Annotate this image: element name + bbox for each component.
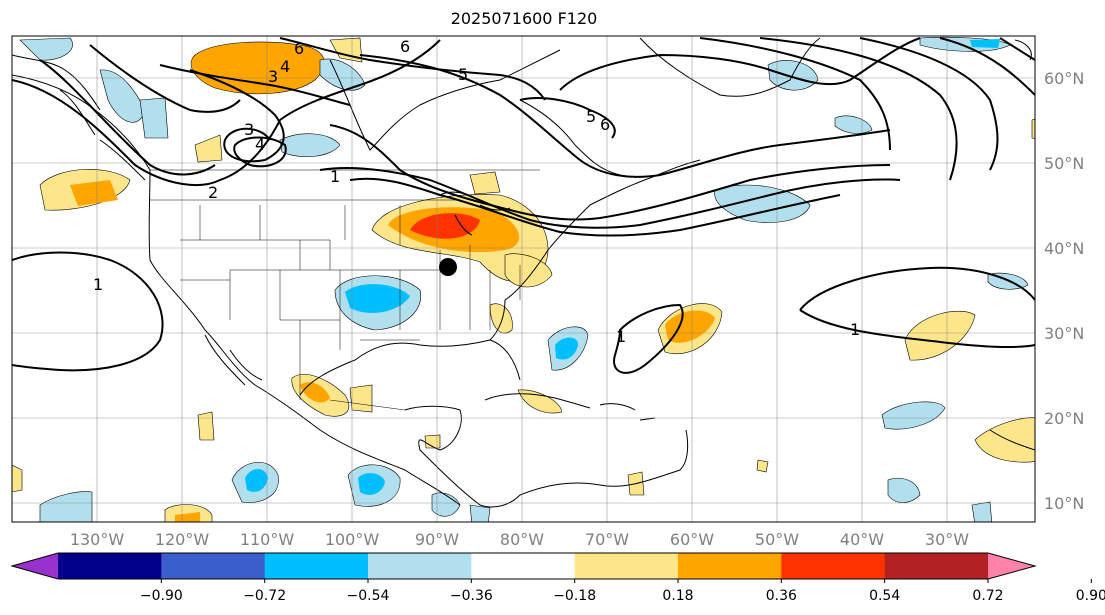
gridlines	[12, 36, 1035, 522]
map-frame	[11, 35, 1036, 523]
lat-label-40: 40°N	[1044, 239, 1084, 258]
lon-label-130w: 130°W	[70, 530, 125, 549]
svg-text:2: 2	[208, 183, 218, 202]
colorbar-tick-label: 0.54	[869, 588, 900, 604]
colorbar-segment	[368, 553, 472, 579]
shaded-negative-anomalies	[19, 36, 1029, 522]
svg-text:3: 3	[268, 67, 278, 86]
colorbar-outline	[10, 552, 1037, 580]
svg-text:4: 4	[280, 57, 290, 76]
lat-label-10: 10°N	[1044, 494, 1084, 513]
colorbar-tick-label: −0.54	[347, 588, 390, 604]
colorbar-segment	[781, 553, 886, 579]
svg-text:3: 3	[244, 120, 254, 139]
lon-label-70w: 70°W	[585, 530, 629, 549]
colorbar-tick-label: 0.90	[1076, 588, 1105, 604]
colorbar-segment	[58, 553, 162, 579]
lon-label-40w: 40°W	[840, 530, 884, 549]
svg-text:6: 6	[600, 115, 610, 134]
lat-label-50: 50°N	[1044, 154, 1084, 173]
colorbar-tick-label: 0.18	[662, 588, 693, 604]
colorbar-tick-label: −0.72	[243, 588, 286, 604]
lat-label-60: 60°N	[1044, 69, 1084, 88]
colorbar-extend-max	[988, 553, 1035, 579]
contour-lines	[12, 37, 1035, 374]
shaded-positive-anomalies	[12, 37, 1035, 522]
colorbar-tick-label: 0.36	[766, 588, 797, 604]
colorbar	[10, 552, 1037, 580]
colorbar-segment	[678, 553, 782, 579]
colorbar-tick-label: 0.72	[972, 588, 1003, 604]
map-title: 2025071600 F120	[450, 9, 598, 28]
svg-text:6: 6	[400, 37, 410, 56]
svg-text:4: 4	[255, 135, 265, 154]
longitude-labels: 130°W 120°W 110°W 100°W 90°W 80°W 70°W 6…	[70, 530, 969, 549]
colorbar-segment	[884, 553, 989, 579]
svg-text:1: 1	[616, 327, 626, 346]
colorbar-tick-label: −0.36	[450, 588, 493, 604]
lon-label-60w: 60°W	[670, 530, 714, 549]
location-marker	[439, 258, 457, 276]
svg-text:1: 1	[850, 320, 860, 339]
colorbar-segment	[471, 553, 576, 579]
lon-label-90w: 90°W	[415, 530, 459, 549]
lon-label-80w: 80°W	[500, 530, 544, 549]
colorbar-extend-min	[12, 553, 58, 579]
lon-label-50w: 50°W	[755, 530, 799, 549]
lon-label-110w: 110°W	[240, 530, 295, 549]
political-borders	[150, 169, 540, 411]
latitude-labels: 60°N 50°N 40°N 30°N 20°N 10°N	[1044, 69, 1084, 513]
colorbar-segment	[574, 553, 679, 579]
svg-text:5: 5	[586, 107, 596, 126]
lon-label-100w: 100°W	[325, 530, 380, 549]
svg-text:1: 1	[93, 275, 103, 294]
colorbar-tick-label: −0.90	[140, 588, 183, 604]
colorbar-tick-label: −0.18	[553, 588, 596, 604]
svg-text:5: 5	[458, 65, 468, 84]
svg-text:6: 6	[294, 39, 304, 58]
colorbar-ticks: −0.90 −0.72 −0.54 −0.36 −0.18 0.18 0.36 0.54 0.7…	[140, 579, 1105, 604]
lat-label-30: 30°N	[1044, 324, 1084, 343]
lon-label-30w: 30°W	[925, 530, 969, 549]
contour-labels: 6 3 4 6 5 3 4 1 2 5 6 1 1 1	[93, 37, 860, 346]
colorbar-segment	[264, 553, 369, 579]
lon-label-120w: 120°W	[155, 530, 210, 549]
colorbar-segment	[161, 553, 266, 579]
lat-label-20: 20°N	[1044, 409, 1084, 428]
svg-text:1: 1	[330, 167, 340, 186]
